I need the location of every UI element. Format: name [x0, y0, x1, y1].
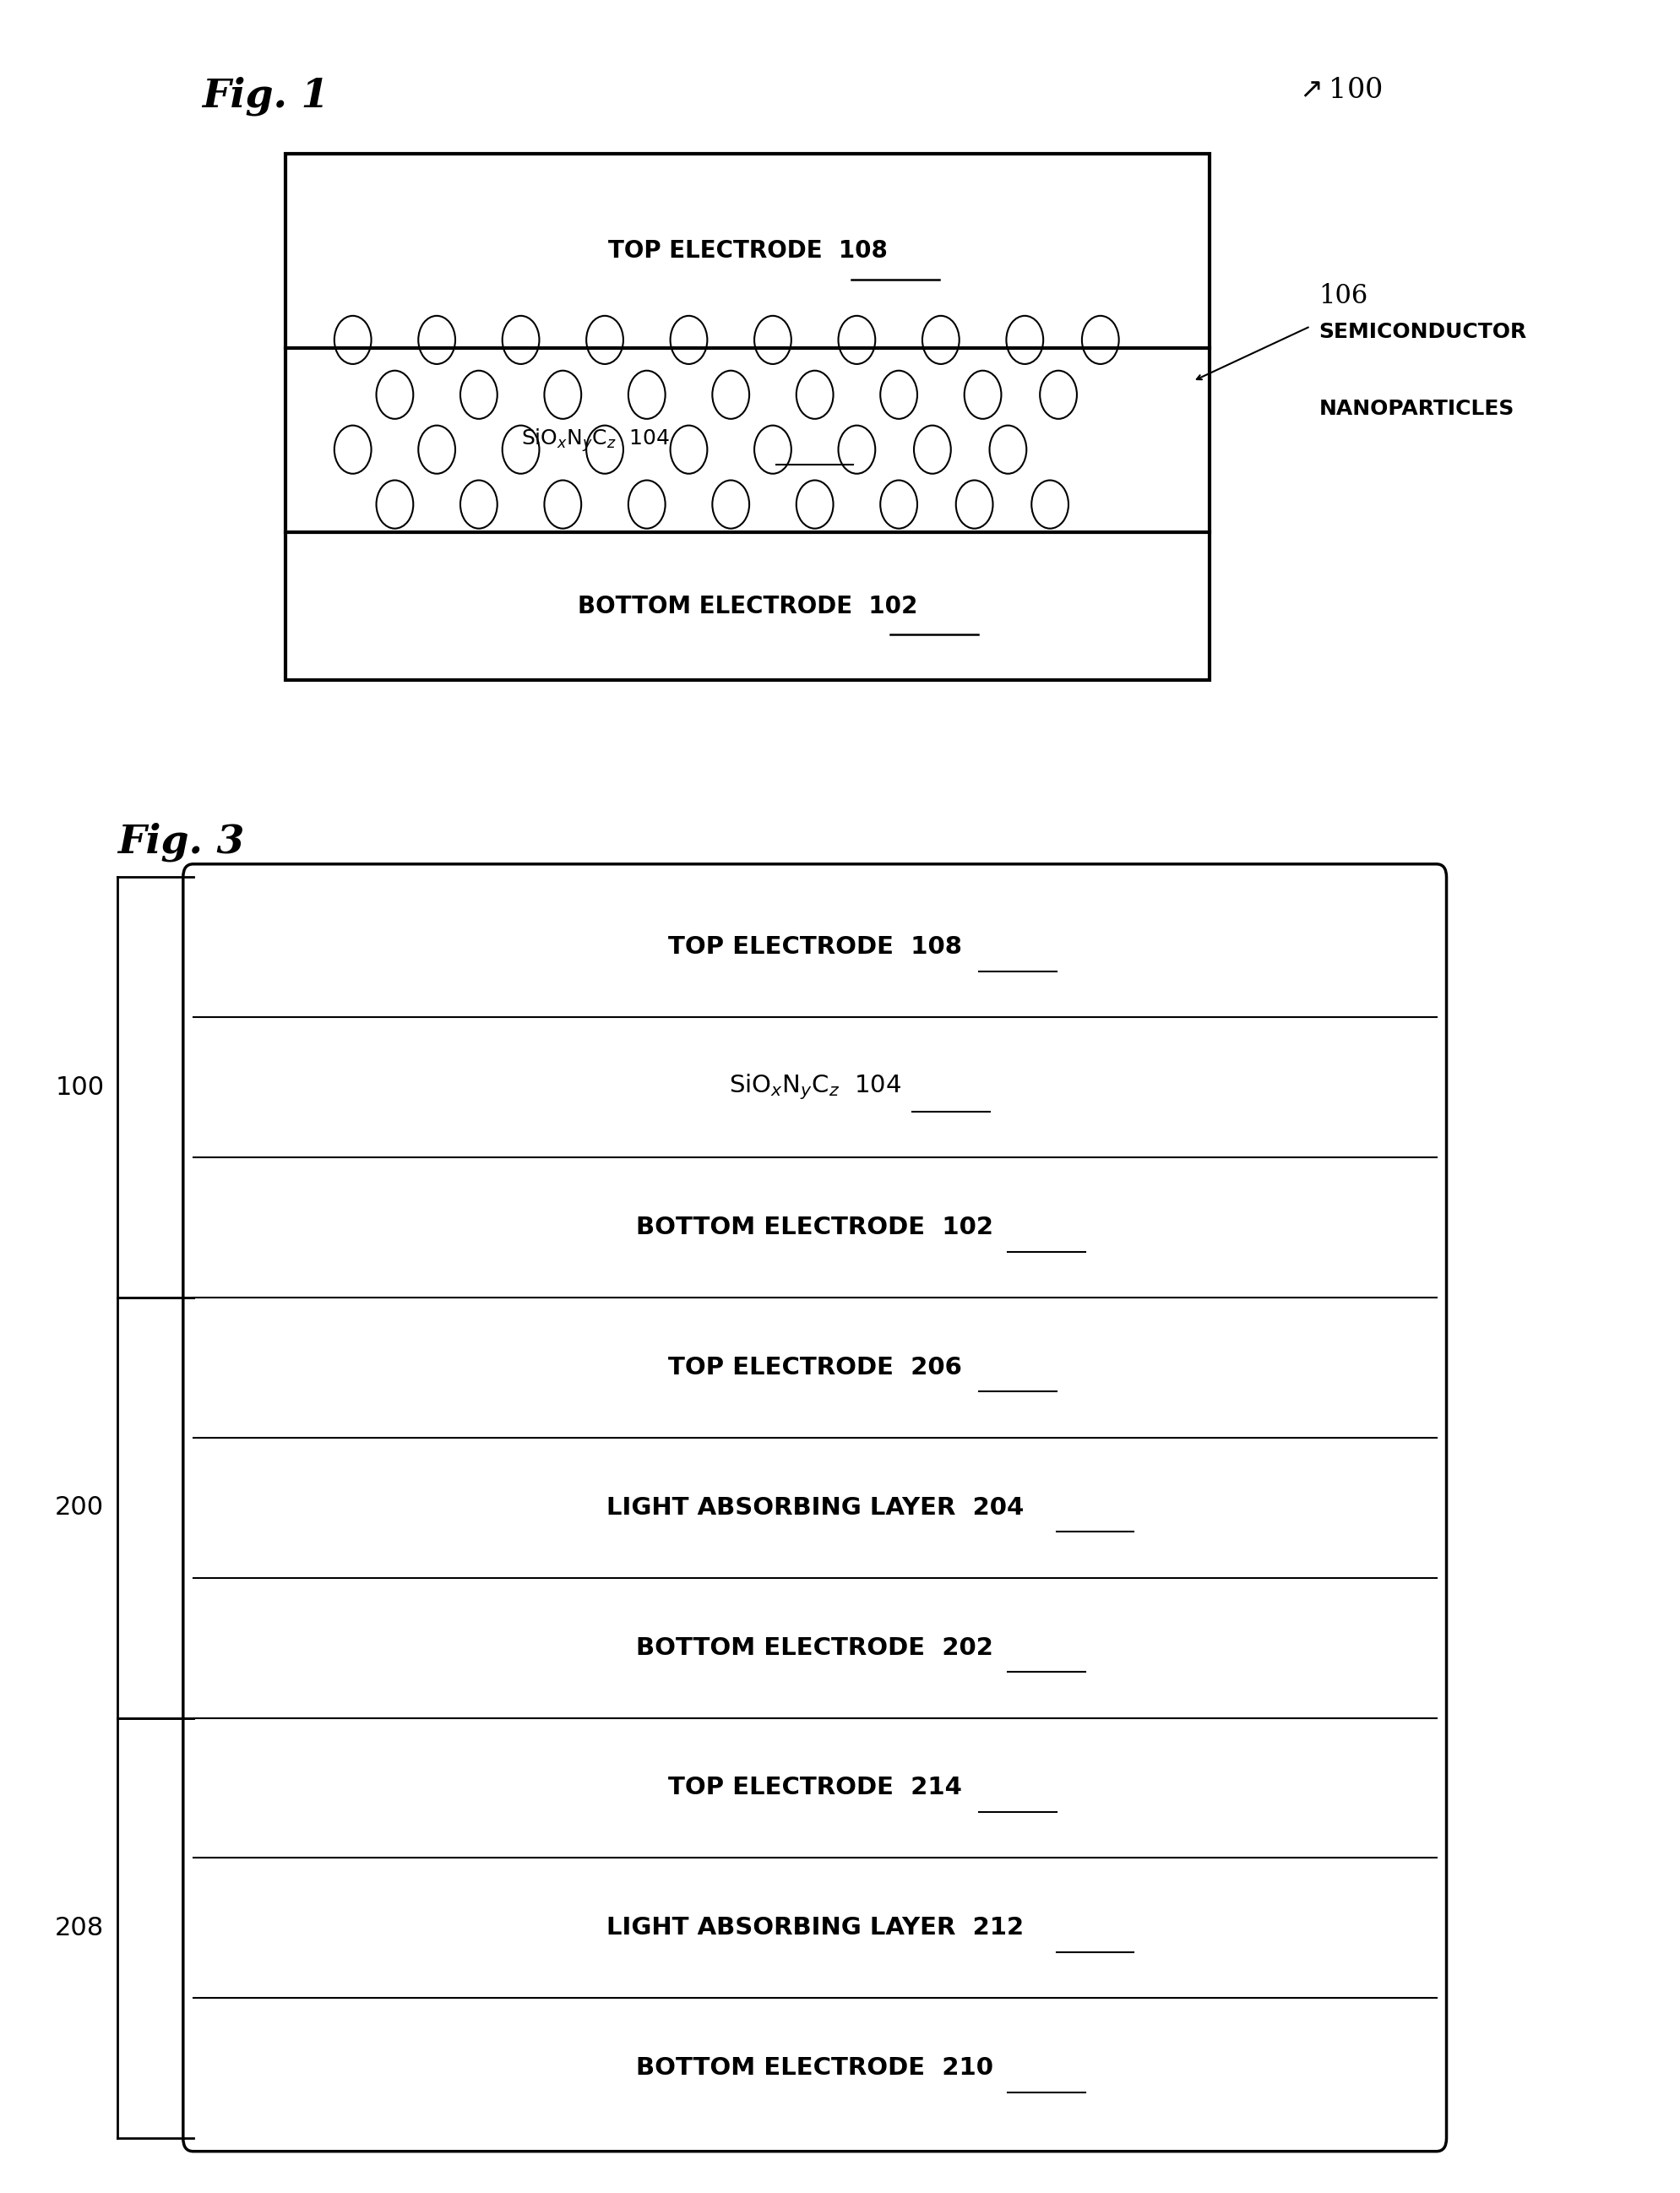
Text: 106: 106 — [1319, 283, 1368, 309]
Text: NANOPARTICLES: NANOPARTICLES — [1319, 399, 1514, 419]
Text: TOP ELECTRODE  108: TOP ELECTRODE 108 — [608, 239, 887, 263]
Text: BOTTOM ELECTRODE  202: BOTTOM ELECTRODE 202 — [637, 1636, 993, 1660]
Text: 200: 200 — [55, 1496, 104, 1520]
Text: TOP ELECTRODE  214: TOP ELECTRODE 214 — [669, 1776, 961, 1800]
Text: TOP ELECTRODE  108: TOP ELECTRODE 108 — [669, 936, 961, 958]
Bar — [286, 154, 1210, 680]
Text: Fig. 3: Fig. 3 — [118, 822, 245, 862]
Text: SiO$_x$N$_y$C$_z$  104: SiO$_x$N$_y$C$_z$ 104 — [521, 428, 669, 454]
Text: LIGHT ABSORBING LAYER  204: LIGHT ABSORBING LAYER 204 — [606, 1496, 1023, 1520]
Text: SEMICONDUCTOR: SEMICONDUCTOR — [1319, 322, 1527, 342]
Text: $\nearrow$100: $\nearrow$100 — [1294, 77, 1383, 103]
Text: Fig. 1: Fig. 1 — [202, 77, 329, 116]
Text: TOP ELECTRODE  206: TOP ELECTRODE 206 — [669, 1355, 961, 1379]
Text: BOTTOM ELECTRODE  102: BOTTOM ELECTRODE 102 — [578, 594, 917, 618]
Text: 100: 100 — [55, 1075, 104, 1099]
Text: SiO$_x$N$_y$C$_z$  104: SiO$_x$N$_y$C$_z$ 104 — [729, 1072, 900, 1101]
Text: 208: 208 — [55, 1917, 104, 1941]
Text: LIGHT ABSORBING LAYER  212: LIGHT ABSORBING LAYER 212 — [606, 1917, 1023, 1941]
FancyBboxPatch shape — [183, 864, 1446, 2151]
Text: BOTTOM ELECTRODE  102: BOTTOM ELECTRODE 102 — [637, 1215, 993, 1239]
Text: BOTTOM ELECTRODE  210: BOTTOM ELECTRODE 210 — [637, 2057, 993, 2079]
